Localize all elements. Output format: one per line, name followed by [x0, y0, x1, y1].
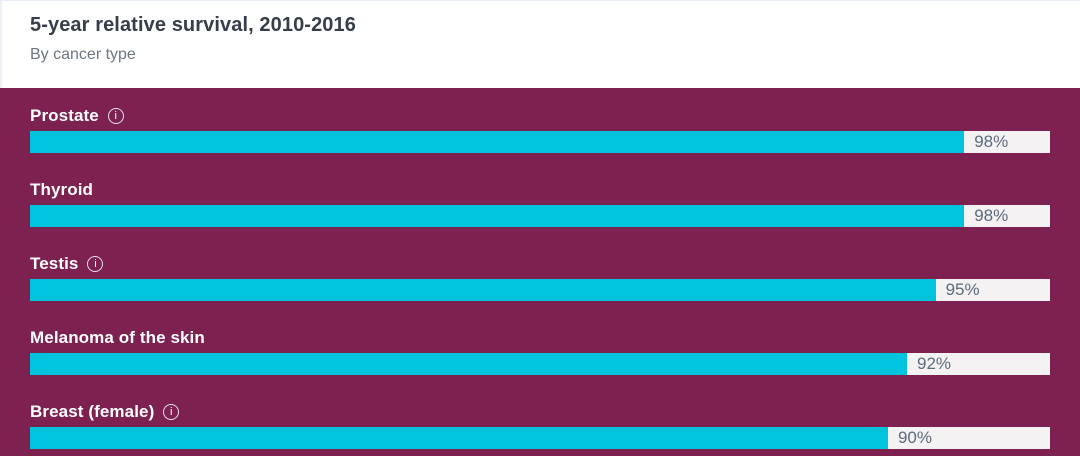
info-icon[interactable]: i	[87, 256, 104, 272]
bar-fill	[30, 279, 936, 301]
bar-track: 95%	[30, 279, 1050, 301]
bar-label-text: Melanoma of the skin	[30, 328, 205, 347]
bar-label: Thyroid	[30, 175, 1050, 205]
chart-title: 5-year relative survival, 2010-2016	[30, 14, 356, 36]
bar-label-text: Prostate	[30, 106, 99, 125]
bar-fill	[30, 131, 965, 153]
bar-value: 95%	[945, 280, 980, 299]
bar-label-text: Breast (female)	[30, 402, 155, 421]
bar-value: 92%	[917, 354, 952, 373]
bar-track: 98%	[30, 205, 1050, 227]
bar-label: Breast (female) i	[30, 397, 1050, 427]
bar-label-text: Testis	[30, 254, 79, 273]
bar-row: Breast (female) i 90%	[30, 397, 1050, 449]
bar-chart: Prostate i 98% Thyroid 98% Testis i 95% Melanoma…	[0, 88, 1080, 456]
bar-fill	[30, 205, 965, 227]
info-icon[interactable]: i	[163, 404, 180, 420]
bar-row: Thyroid 98%	[30, 175, 1050, 227]
info-icon[interactable]: i	[107, 108, 124, 124]
bar-track: 98%	[30, 131, 1050, 153]
bar-label-text: Thyroid	[30, 180, 94, 199]
bar-fill	[30, 427, 888, 449]
chart-subtitle: By cancer type	[30, 46, 136, 63]
bar-fill	[30, 353, 907, 375]
bar-row: Melanoma of the skin 92%	[30, 323, 1050, 375]
bar-track: 90%	[30, 427, 1050, 449]
bar-label: Prostate i	[30, 101, 1050, 131]
chart-header: 5-year relative survival, 2010-2016 By c…	[0, 1, 1080, 88]
bar-label: Melanoma of the skin	[30, 323, 1050, 353]
bar-track: 92%	[30, 353, 1050, 375]
bar-row: Prostate i 98%	[30, 101, 1050, 153]
bar-label: Testis i	[30, 249, 1050, 279]
bar-value: 98%	[974, 132, 1009, 151]
bar-row: Testis i 95%	[30, 249, 1050, 301]
bar-value: 98%	[974, 206, 1009, 225]
bar-value: 90%	[897, 428, 932, 447]
